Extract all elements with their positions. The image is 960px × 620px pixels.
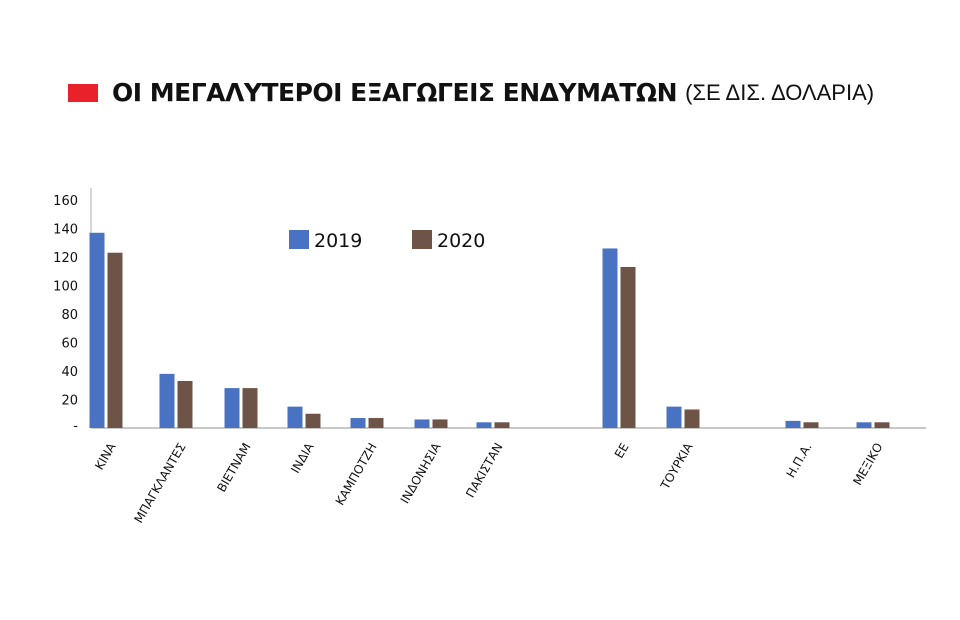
chart-bars [89, 232, 890, 428]
bar-2019-2 [224, 388, 240, 428]
bar-2020-3 [305, 413, 321, 428]
y-tick-label: 40 [61, 365, 78, 380]
chart-title-row: ΟΙ ΜΕΓΑΛΥΤΕΡΟΙ ΕΞΑΓΩΓΕΙΣ ΕΝΔΥΜΑΤΩΝ (ΣΕ Δ… [68, 78, 874, 107]
bar-2019-7 [602, 248, 618, 428]
bar-2019-9 [785, 420, 801, 428]
bar-2020-9 [803, 422, 819, 428]
category-label: ΚΙΝΑ [92, 440, 119, 472]
chart-category-labels: ΚΙΝΑ ΜΠΑΓΚΛΑΝΤΕΣ ΒΙΕΤΝΑΜ ΙΝΔΙΑ ΚΑΜΠΟΤΖΗ ΙΝΔΟΝ… [92, 440, 885, 526]
bar-2019-6 [476, 422, 492, 428]
bar-2019-4 [350, 418, 366, 428]
chart-title: ΟΙ ΜΕΓΑΛΥΤΕΡΟΙ ΕΞΑΓΩΓΕΙΣ ΕΝΔΥΜΑΤΩΝ [112, 78, 678, 107]
bar-2019-3 [287, 406, 303, 428]
legend-swatch-2020 [412, 230, 432, 249]
bar-2020-4 [368, 418, 384, 428]
y-tick-label: 120 [53, 251, 78, 266]
bar-2020-5 [432, 419, 448, 428]
bar-2019-0 [89, 232, 105, 428]
category-label: ΚΑΜΠΟΤΖΗ [333, 441, 380, 508]
bar-2020-0 [107, 252, 123, 428]
legend-label-2019: 2019 [314, 230, 362, 252]
bar-2019-8 [666, 406, 682, 428]
y-tick-label: 20 [61, 394, 78, 409]
legend-label-2020: 2020 [437, 230, 485, 252]
bar-2020-1 [177, 380, 193, 428]
bar-2019-10 [856, 422, 872, 428]
y-tick-label: 140 [53, 223, 78, 238]
category-label: ΙΝΔΟΝΗΣΙΑ [398, 440, 444, 506]
bar-2020-8 [684, 409, 700, 428]
title-red-marker [68, 83, 98, 102]
category-label: ΜΕΞΙΚΟ [850, 441, 885, 488]
category-label: ΕΕ [612, 441, 632, 461]
category-label: ΙΝΔΙΑ [288, 440, 317, 476]
y-tick-label: - [73, 419, 78, 434]
y-tick-label: 80 [61, 308, 78, 323]
category-label: ΒΙΕΤΝΑΜ [214, 441, 253, 495]
category-label: Η.Π.Α. [784, 441, 815, 481]
category-label: ΜΠΑΓΚΛΑΝΤΕΣ [131, 441, 188, 526]
y-tick-label: 100 [53, 280, 78, 295]
legend-swatch-2019 [289, 230, 309, 249]
category-label: ΤΟΥΡΚΙΑ [657, 440, 695, 493]
y-tick-label: 160 [53, 194, 78, 209]
chart-subtitle: (ΣΕ ΔΙΣ. ΔΟΛΑΡΙΑ) [685, 79, 875, 105]
bar-2020-7 [620, 266, 636, 428]
bar-2020-2 [242, 388, 258, 428]
bar-2019-5 [414, 419, 430, 428]
y-tick-label: 60 [61, 337, 78, 352]
category-label: ΠΑΚΙΣΤΑΝ [463, 441, 505, 501]
bar-2020-10 [874, 422, 890, 428]
chart-legend: 2019 2020 [289, 230, 485, 252]
bar-2020-6 [494, 422, 510, 428]
bar-2019-1 [159, 373, 175, 428]
